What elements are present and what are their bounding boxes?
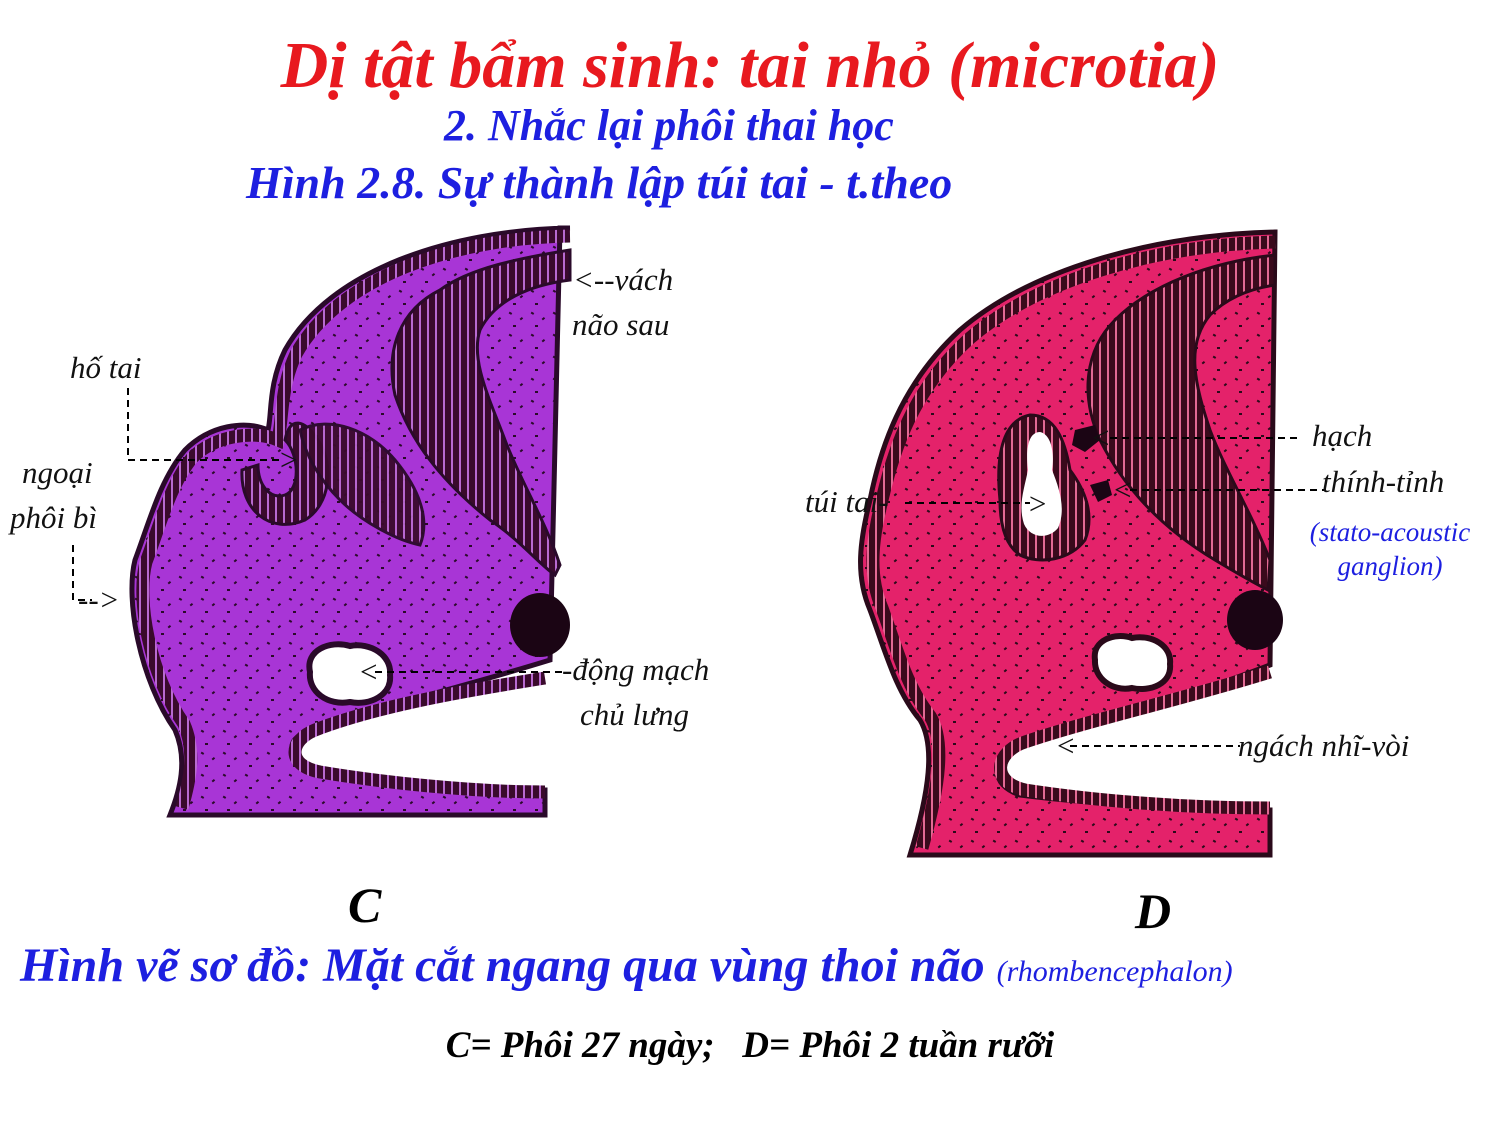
panel-c-hindbrain-wall bbox=[390, 248, 572, 578]
arrow-ngoai-phoi-bi: --> bbox=[78, 582, 120, 617]
panel-d-otic-lumen bbox=[1021, 432, 1062, 536]
slide-title: Dị tật bẩm sinh: tai nhỏ (microtia) bbox=[280, 29, 1220, 102]
panel-d-hindbrain-wall bbox=[1086, 253, 1277, 593]
section-subtitle: 2. Nhắc lại phôi thai học bbox=[444, 101, 894, 150]
panel-c-notochord bbox=[510, 593, 570, 657]
label-dong-mach-2: chủ lưng bbox=[580, 697, 690, 732]
panel-c-endoderm bbox=[288, 671, 547, 799]
figure-title: Hình 2.8. Sự thành lập túi tai - t.theo bbox=[246, 157, 953, 208]
label-thinh-tinh: thính-tỉnh bbox=[1322, 464, 1445, 499]
panel-c-neural-shoulder bbox=[298, 422, 426, 547]
label-tui-tai: túi tai- bbox=[805, 484, 889, 519]
label-ngoai-phoi-bi-1: ngoại bbox=[22, 455, 93, 490]
leader-ngoai-phoi-bi bbox=[72, 545, 92, 601]
arrow-thinh-tinh: < bbox=[1112, 472, 1133, 507]
panel-c-section bbox=[129, 225, 572, 818]
panel-c-dorsal-aorta bbox=[306, 641, 394, 706]
label-vach-nao-sau-2: não sau bbox=[572, 307, 670, 342]
panel-d-ectoderm bbox=[866, 235, 1276, 850]
leader-ho-tai bbox=[127, 388, 282, 461]
label-stato-1: (stato-acoustic bbox=[1309, 517, 1471, 547]
caption-paren: (rhombencephalon) bbox=[996, 955, 1233, 988]
label-ngach-nhi-voi: ngách nhĩ-vòi bbox=[1238, 728, 1410, 763]
panel-d-ganglion bbox=[1072, 425, 1112, 502]
arrow-tui-tai: > bbox=[1027, 486, 1048, 521]
label-ngoai-phoi-bi-2: phôi bì bbox=[10, 500, 97, 535]
label-dong-mach-1: -động mạch bbox=[562, 652, 710, 687]
arrow-ho-tai: > bbox=[278, 442, 299, 477]
panel-d-endoderm bbox=[994, 665, 1272, 815]
panel-letter-d: D bbox=[1135, 883, 1172, 939]
figure-caption: Hình vẽ sơ đồ: Mặt cắt ngang qua vùng th… bbox=[20, 938, 1233, 993]
leader-lines bbox=[72, 388, 1325, 747]
label-hach: hạch bbox=[1312, 418, 1373, 453]
label-vach-nao-sau-1: <--vách bbox=[573, 262, 674, 297]
panel-d-notochord bbox=[1227, 590, 1283, 650]
panel-letter-c: C bbox=[348, 877, 382, 933]
arrow-ngach: < bbox=[1055, 728, 1076, 763]
panel-d-dorsal-aorta bbox=[1091, 633, 1174, 692]
arrow-hach: < bbox=[1090, 420, 1111, 455]
caption-main: Hình vẽ sơ đồ: Mặt cắt ngang qua vùng th… bbox=[20, 939, 997, 992]
label-ho-tai: hố tai bbox=[70, 350, 142, 385]
arrow-dong-mach: < bbox=[358, 654, 379, 689]
panel-c-ectoderm bbox=[136, 229, 571, 810]
bottom-note: C= Phôi 27 ngày; D= Phôi 2 tuần rưỡi bbox=[445, 1025, 1055, 1066]
label-stato-2: ganglion) bbox=[1337, 551, 1443, 581]
panel-d-section bbox=[858, 229, 1283, 858]
